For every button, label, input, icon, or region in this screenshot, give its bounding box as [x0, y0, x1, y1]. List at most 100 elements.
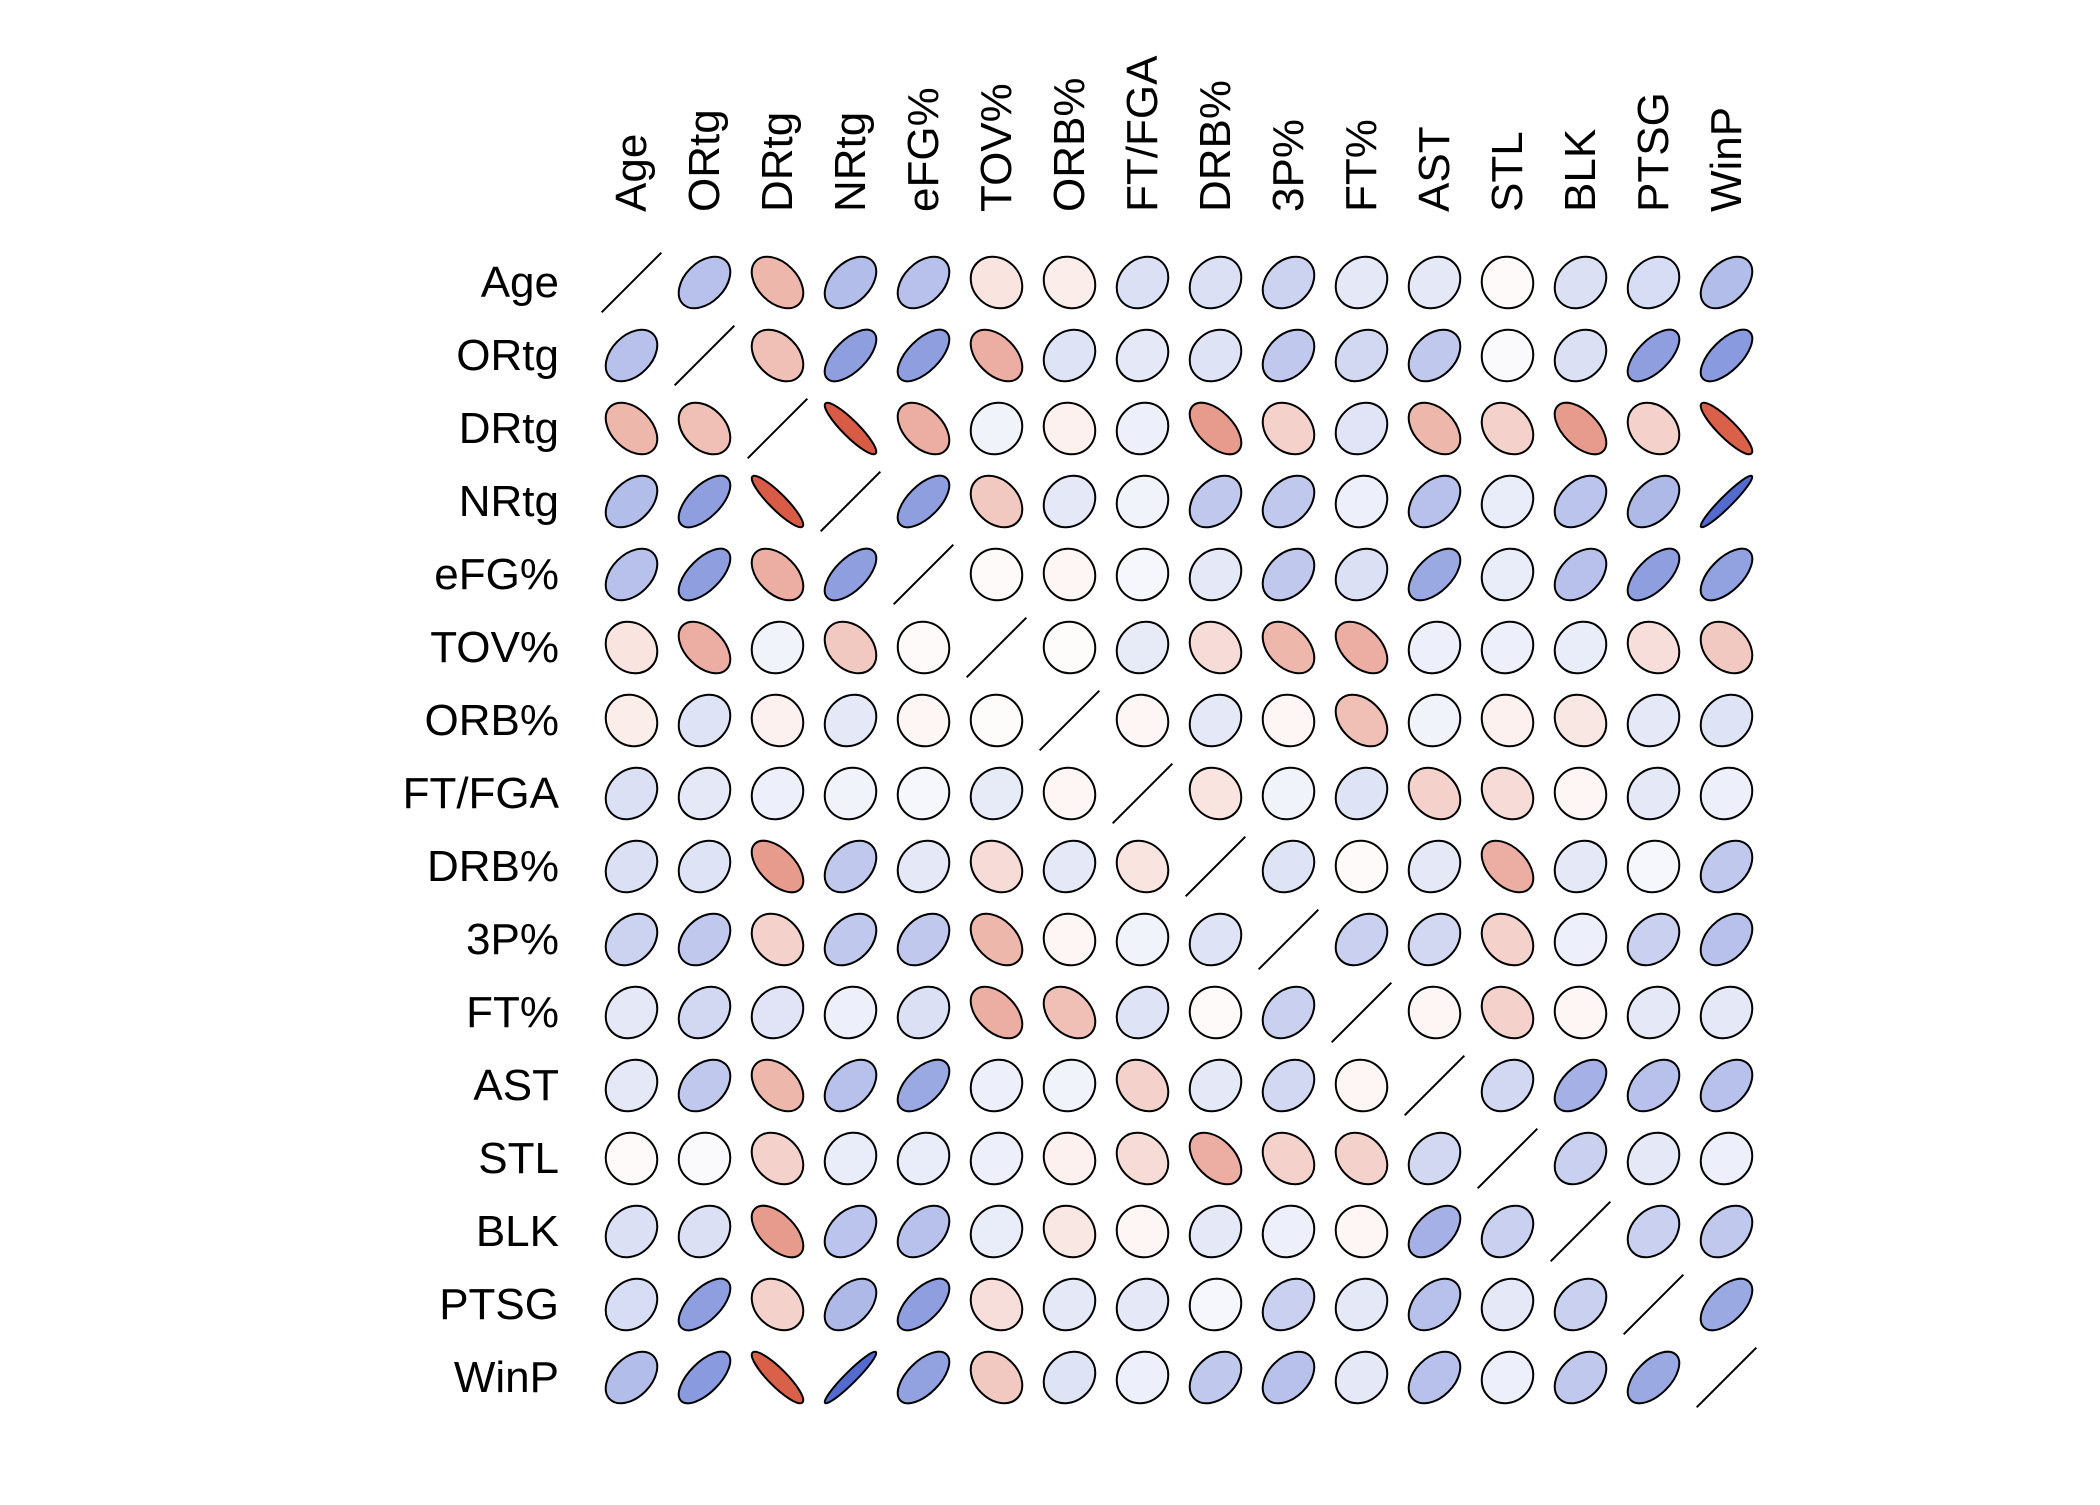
corr-ellipse-orb-pct-ast	[1407, 693, 1462, 748]
corr-ellipse-stl-winp	[1699, 1131, 1754, 1186]
corr-ellipse-stl-ft-pct	[1334, 1131, 1389, 1186]
corr-ellipse-ft-pct-3p-pct	[1261, 985, 1316, 1040]
corr-ellipse-tov-pct-stl	[1480, 620, 1535, 675]
corr-ellipse-stl-ft-fga	[1115, 1131, 1170, 1186]
corr-ellipse-ptsg-efg-pct	[896, 1277, 951, 1332]
column-label-winp: WinP	[1702, 107, 1751, 212]
corr-ellipse-blk-ortg	[677, 1204, 732, 1259]
corr-ellipse-tov-pct-drb-pct	[1188, 620, 1243, 675]
corr-ellipse-efg-pct-stl	[1480, 547, 1535, 602]
corr-ellipse-efg-pct-nrtg	[823, 547, 878, 602]
corr-ellipse-tov-pct-winp	[1699, 620, 1754, 675]
corr-ellipse-tov-pct-ortg	[677, 620, 732, 675]
corr-ellipse-ortg-drtg	[750, 328, 805, 383]
corr-ellipse-age-ptsg	[1626, 255, 1681, 310]
corr-ellipse-ptsg-ortg	[677, 1277, 732, 1332]
corr-ellipse-ptsg-stl	[1480, 1277, 1535, 1332]
corr-ellipse-ft-fga-orb-pct	[1042, 766, 1097, 821]
corr-ellipse-ortg-ft-fga	[1115, 328, 1170, 383]
corr-ellipse-age-nrtg	[823, 255, 878, 310]
corr-ellipse-ortg-ptsg	[1626, 328, 1681, 383]
corr-ellipse-ptsg-ft-pct	[1334, 1277, 1389, 1332]
diagonal-line-ft-fga	[1111, 762, 1174, 825]
diagonal-line-blk	[1549, 1200, 1612, 1263]
corr-ellipse-3p-pct-ortg	[677, 912, 732, 967]
corr-ellipse-drb-pct-age	[604, 839, 659, 894]
corr-ellipse-ast-stl	[1480, 1058, 1535, 1113]
corr-ellipse-ft-fga-ast	[1407, 766, 1462, 821]
corr-ellipse-winp-ast	[1407, 1350, 1462, 1405]
row-label-drb-pct: DRB%	[427, 842, 559, 891]
corr-ellipse-efg-pct-ortg	[677, 547, 732, 602]
corr-ellipse-orb-pct-3p-pct	[1261, 693, 1316, 748]
corr-ellipse-nrtg-drb-pct	[1188, 474, 1243, 529]
corr-ellipse-drb-pct-orb-pct	[1042, 839, 1097, 894]
corr-ellipse-drb-pct-tov-pct	[969, 839, 1024, 894]
corr-ellipse-ptsg-age	[604, 1277, 659, 1332]
corr-ellipse-drb-pct-nrtg	[823, 839, 878, 894]
corr-ellipse-orb-pct-age	[604, 693, 659, 748]
column-label-ptsg: PTSG	[1629, 92, 1678, 212]
corr-ellipse-ptsg-orb-pct	[1042, 1277, 1097, 1332]
diagonal-line-nrtg	[819, 470, 882, 533]
corr-ellipse-age-winp	[1699, 255, 1754, 310]
corr-ellipse-nrtg-ptsg	[1626, 474, 1681, 529]
corr-ellipse-drb-pct-3p-pct	[1261, 839, 1316, 894]
corr-ellipse-ortg-tov-pct	[969, 328, 1024, 383]
corr-ellipse-ortg-nrtg	[823, 328, 878, 383]
corr-ellipse-blk-age	[604, 1204, 659, 1259]
column-label-3p-pct: 3P%	[1264, 119, 1313, 212]
corr-ellipse-nrtg-stl	[1480, 474, 1535, 529]
corr-ellipse-drtg-ptsg	[1626, 401, 1681, 456]
corr-ellipse-orb-pct-ft-pct	[1334, 693, 1389, 748]
corr-ellipse-drb-pct-drtg	[750, 839, 805, 894]
corr-ellipse-winp-nrtg	[823, 1350, 878, 1405]
corr-ellipse-tov-pct-blk	[1553, 620, 1608, 675]
row-label-3p-pct: 3P%	[466, 915, 559, 964]
corr-ellipse-nrtg-drtg	[750, 474, 805, 529]
corr-ellipse-drb-pct-efg-pct	[896, 839, 951, 894]
diagonal-line-drb-pct	[1184, 835, 1247, 898]
corr-ellipse-winp-orb-pct	[1042, 1350, 1097, 1405]
corr-ellipse-ft-fga-winp	[1699, 766, 1754, 821]
corr-ellipse-stl-drb-pct	[1188, 1131, 1243, 1186]
corr-ellipse-efg-pct-winp	[1699, 547, 1754, 602]
corr-ellipse-ft-fga-efg-pct	[896, 766, 951, 821]
corr-ellipse-ast-ptsg	[1626, 1058, 1681, 1113]
corr-ellipse-ast-ortg	[677, 1058, 732, 1113]
corr-ellipse-efg-pct-orb-pct	[1042, 547, 1097, 602]
corr-ellipse-drtg-age	[604, 401, 659, 456]
corr-ellipse-drtg-ft-pct	[1334, 401, 1389, 456]
corr-ellipse-stl-tov-pct	[969, 1131, 1024, 1186]
corr-ellipse-tov-pct-nrtg	[823, 620, 878, 675]
corr-ellipse-age-orb-pct	[1042, 255, 1097, 310]
diagonal-line-age	[600, 251, 663, 314]
corr-ellipse-3p-pct-ast	[1407, 912, 1462, 967]
corr-ellipse-ptsg-drtg	[750, 1277, 805, 1332]
corr-ellipse-winp-tov-pct	[969, 1350, 1024, 1405]
corr-ellipse-drtg-ortg	[677, 401, 732, 456]
column-label-tov-pct: TOV%	[972, 83, 1021, 212]
corr-ellipse-ast-winp	[1699, 1058, 1754, 1113]
row-label-ortg: ORtg	[456, 331, 559, 380]
corr-ellipse-orb-pct-nrtg	[823, 693, 878, 748]
corr-ellipse-efg-pct-ft-pct	[1334, 547, 1389, 602]
corr-ellipse-ft-fga-tov-pct	[969, 766, 1024, 821]
corr-ellipse-nrtg-efg-pct	[896, 474, 951, 529]
corr-ellipse-ft-pct-winp	[1699, 985, 1754, 1040]
corr-ellipse-efg-pct-ast	[1407, 547, 1462, 602]
corr-ellipse-blk-efg-pct	[896, 1204, 951, 1259]
corr-ellipse-orb-pct-blk	[1553, 693, 1608, 748]
corr-ellipse-ast-3p-pct	[1261, 1058, 1316, 1113]
corr-ellipse-3p-pct-drtg	[750, 912, 805, 967]
corr-ellipse-ptsg-ast	[1407, 1277, 1462, 1332]
corr-ellipse-ortg-drb-pct	[1188, 328, 1243, 383]
corr-ellipse-ft-pct-stl	[1480, 985, 1535, 1040]
corr-ellipse-ptsg-3p-pct	[1261, 1277, 1316, 1332]
column-label-orb-pct: ORB%	[1045, 78, 1094, 212]
corr-ellipse-3p-pct-drb-pct	[1188, 912, 1243, 967]
corr-ellipse-drb-pct-stl	[1480, 839, 1535, 894]
corr-ellipse-blk-ft-pct	[1334, 1204, 1389, 1259]
corr-ellipse-drtg-efg-pct	[896, 401, 951, 456]
